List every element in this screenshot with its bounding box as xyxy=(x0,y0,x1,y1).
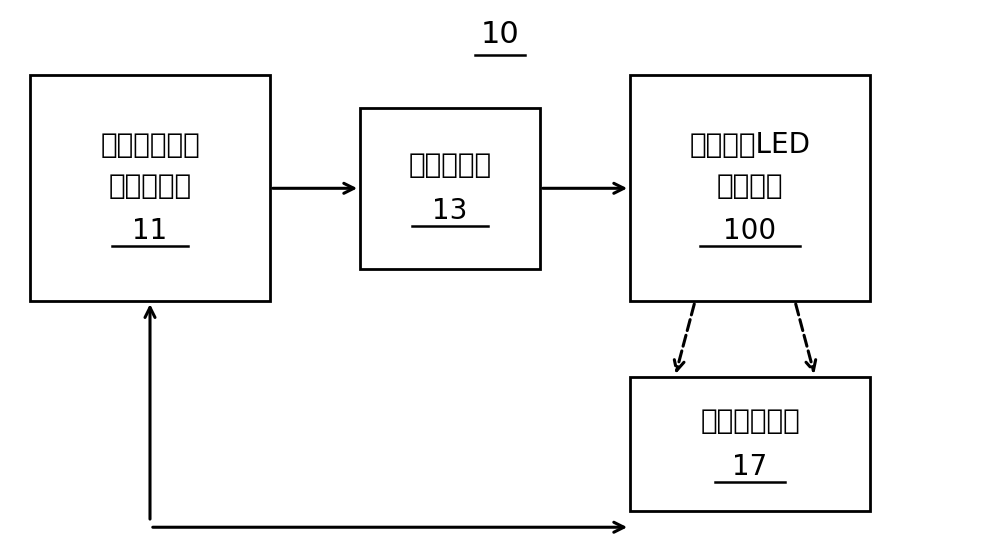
Bar xyxy=(360,108,540,269)
Text: 100: 100 xyxy=(723,217,777,245)
Bar xyxy=(630,377,870,511)
Text: 图像采集设备: 图像采集设备 xyxy=(700,407,800,435)
Text: 待校正的LED: 待校正的LED xyxy=(690,131,810,159)
Text: 10: 10 xyxy=(481,20,519,49)
Bar xyxy=(30,75,270,301)
Text: 11: 11 xyxy=(132,217,168,245)
Text: 件的上位机: 件的上位机 xyxy=(108,172,192,200)
Bar xyxy=(630,75,870,301)
Text: 显示装置: 显示装置 xyxy=(717,172,783,200)
Text: 13: 13 xyxy=(432,197,468,225)
Text: 系统控制器: 系统控制器 xyxy=(408,151,492,180)
Text: 安装有校正软: 安装有校正软 xyxy=(100,131,200,159)
Text: 17: 17 xyxy=(732,452,768,481)
